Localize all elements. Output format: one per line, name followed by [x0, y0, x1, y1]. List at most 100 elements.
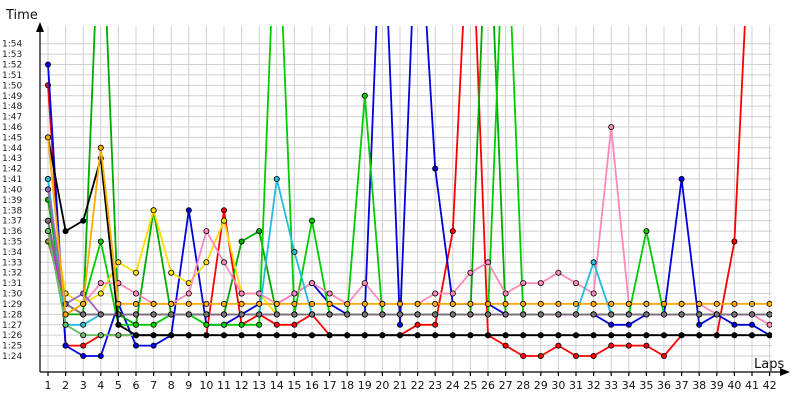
y-tick-label: 1:51	[2, 71, 22, 81]
data-point	[396, 300, 403, 307]
data-point	[203, 311, 210, 318]
data-point	[185, 300, 192, 307]
data-point	[661, 311, 668, 318]
data-point	[97, 280, 104, 287]
data-point	[484, 259, 491, 266]
x-tick-label: 4	[97, 379, 104, 392]
data-point	[696, 332, 703, 339]
grid	[40, 26, 772, 372]
y-tick-label: 1:42	[2, 165, 22, 175]
data-point	[168, 332, 175, 339]
data-point	[520, 300, 527, 307]
data-point	[62, 228, 69, 235]
y-tick-label: 1:52	[2, 61, 22, 71]
data-point	[520, 280, 527, 287]
data-point	[308, 332, 315, 339]
data-point	[80, 300, 87, 307]
data-point	[344, 300, 351, 307]
x-tick-label: 34	[622, 379, 636, 392]
data-point	[766, 311, 772, 318]
x-axis-arrow	[780, 368, 790, 376]
x-tick-label: 26	[481, 379, 495, 392]
data-point	[238, 321, 245, 328]
data-point	[731, 321, 738, 328]
data-point	[256, 311, 263, 318]
data-point	[45, 228, 52, 235]
data-point	[484, 300, 491, 307]
data-point	[238, 332, 245, 339]
data-point	[97, 144, 104, 151]
data-point	[502, 300, 509, 307]
data-point	[678, 175, 685, 182]
data-point	[502, 332, 509, 339]
y-tick-label: 1:40	[2, 185, 22, 195]
data-point	[449, 290, 456, 297]
data-point	[731, 311, 738, 318]
y-tick-label: 1:53	[2, 50, 22, 60]
data-point	[379, 311, 386, 318]
data-point	[238, 311, 245, 318]
data-point	[590, 332, 597, 339]
y-tick-label: 1:27	[2, 321, 22, 331]
data-point	[291, 290, 298, 297]
data-point	[467, 332, 474, 339]
data-point	[326, 311, 333, 318]
y-tick-label: 1:33	[2, 258, 22, 268]
data-point	[115, 300, 122, 307]
data-point	[238, 238, 245, 245]
data-point	[432, 311, 439, 318]
data-point	[573, 280, 580, 287]
data-point	[643, 311, 650, 318]
data-point	[467, 300, 474, 307]
data-point	[291, 332, 298, 339]
data-point	[643, 228, 650, 235]
data-point	[661, 300, 668, 307]
data-point	[537, 311, 544, 318]
data-point	[379, 332, 386, 339]
data-point	[220, 321, 227, 328]
data-point	[291, 248, 298, 255]
y-tick-label: 1:41	[2, 175, 22, 185]
series-11	[45, 217, 772, 318]
x-tick-label: 33	[604, 379, 618, 392]
data-point	[203, 300, 210, 307]
y-tick-label: 1:39	[2, 196, 22, 206]
x-tick-label: 5	[115, 379, 122, 392]
data-point	[678, 300, 685, 307]
data-point	[625, 342, 632, 349]
data-point	[749, 300, 756, 307]
data-point	[449, 228, 456, 235]
data-point	[555, 300, 562, 307]
data-point	[590, 352, 597, 359]
y-axis-title: Time	[5, 8, 38, 23]
y-tick-label: 1:54	[2, 40, 22, 50]
data-point	[97, 311, 104, 318]
data-point	[80, 217, 87, 224]
data-point	[467, 311, 474, 318]
data-point	[608, 342, 615, 349]
data-point	[62, 311, 69, 318]
data-point	[696, 311, 703, 318]
data-point	[766, 300, 772, 307]
y-tick-label: 1:49	[2, 92, 22, 102]
data-point	[396, 332, 403, 339]
data-point	[555, 269, 562, 276]
data-point	[308, 280, 315, 287]
y-tick-label: 1:29	[2, 300, 22, 310]
data-point	[256, 321, 263, 328]
data-point	[731, 300, 738, 307]
y-tick-label: 1:36	[2, 227, 22, 237]
data-point	[168, 311, 175, 318]
axes	[36, 22, 790, 376]
data-point	[766, 321, 772, 328]
data-point	[643, 300, 650, 307]
data-point	[185, 207, 192, 214]
series-3	[45, 26, 772, 328]
data-point	[168, 300, 175, 307]
data-point	[696, 300, 703, 307]
data-point	[520, 352, 527, 359]
data-point	[555, 332, 562, 339]
data-point	[273, 332, 280, 339]
data-point	[713, 311, 720, 318]
data-point	[678, 311, 685, 318]
